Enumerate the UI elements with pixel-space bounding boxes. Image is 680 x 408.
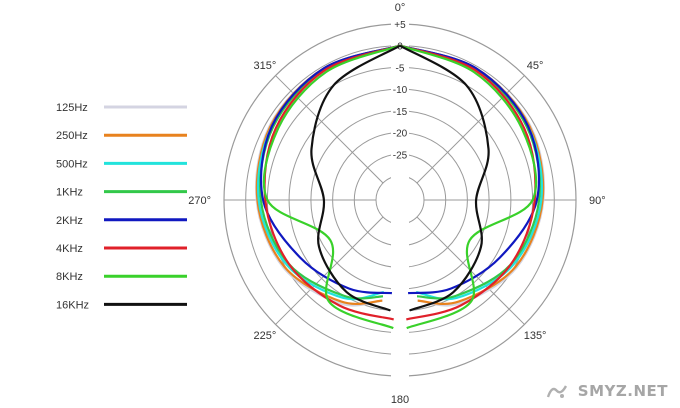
legend-label: 8KHz <box>56 271 83 283</box>
series-line-2khz <box>399 44 541 295</box>
series-line-1khz <box>259 44 401 300</box>
radial-tick-label: -20 <box>393 129 408 140</box>
legend-label: 2KHz <box>56 215 83 227</box>
radial-tick-label: -5 <box>396 63 405 74</box>
radial-tick-label: +5 <box>394 20 406 31</box>
series-line-1khz <box>399 44 541 300</box>
radial-tick-labels: +5 0 -5 -10 -15 -20 -25 <box>393 20 408 161</box>
angle-label: 45° <box>527 60 544 72</box>
legend-label: 250Hz <box>56 130 88 142</box>
series-line-2khz <box>259 44 401 295</box>
watermark-logo-icon <box>546 385 568 398</box>
radial-tick-label: -25 <box>393 150 408 161</box>
series-curves <box>255 44 545 330</box>
radial-tick-label: 0 <box>397 42 403 53</box>
angle-labels: 0° 45° 90° 135° 180 225° 270° 315° <box>188 2 605 406</box>
legend-label: 500Hz <box>56 158 88 170</box>
radial-tick-label: -10 <box>393 85 408 96</box>
angle-label: 180 <box>391 394 409 406</box>
legend-label: 125Hz <box>56 102 88 114</box>
series-line-250hz <box>399 44 545 305</box>
legend-label: 4KHz <box>56 243 83 255</box>
angle-label: 270° <box>188 195 211 207</box>
series-line-8khz <box>399 44 538 330</box>
angle-label: 225° <box>254 330 277 342</box>
angle-label: 90° <box>589 195 606 207</box>
series-line-8khz <box>262 44 401 330</box>
angle-label: 0° <box>395 2 406 14</box>
polar-grid <box>223 20 577 380</box>
series-line-16khz <box>399 44 490 312</box>
angle-label: 135° <box>524 330 547 342</box>
series-line-4khz <box>263 44 401 321</box>
legend: 125Hz 250Hz 500Hz 1KHz 2KHz 4KHz 8KHz 16KHz <box>56 102 187 311</box>
legend-label: 1KHz <box>56 187 83 199</box>
series-line-4khz <box>399 44 537 321</box>
radial-tick-label: -15 <box>393 107 408 118</box>
legend-label: 16KHz <box>56 299 89 311</box>
series-line-16khz <box>310 44 401 312</box>
watermark-text: SMYZ.NET <box>577 382 668 400</box>
series-line-250hz <box>255 44 401 305</box>
center-gap <box>391 20 409 380</box>
angle-label: 315° <box>254 60 277 72</box>
